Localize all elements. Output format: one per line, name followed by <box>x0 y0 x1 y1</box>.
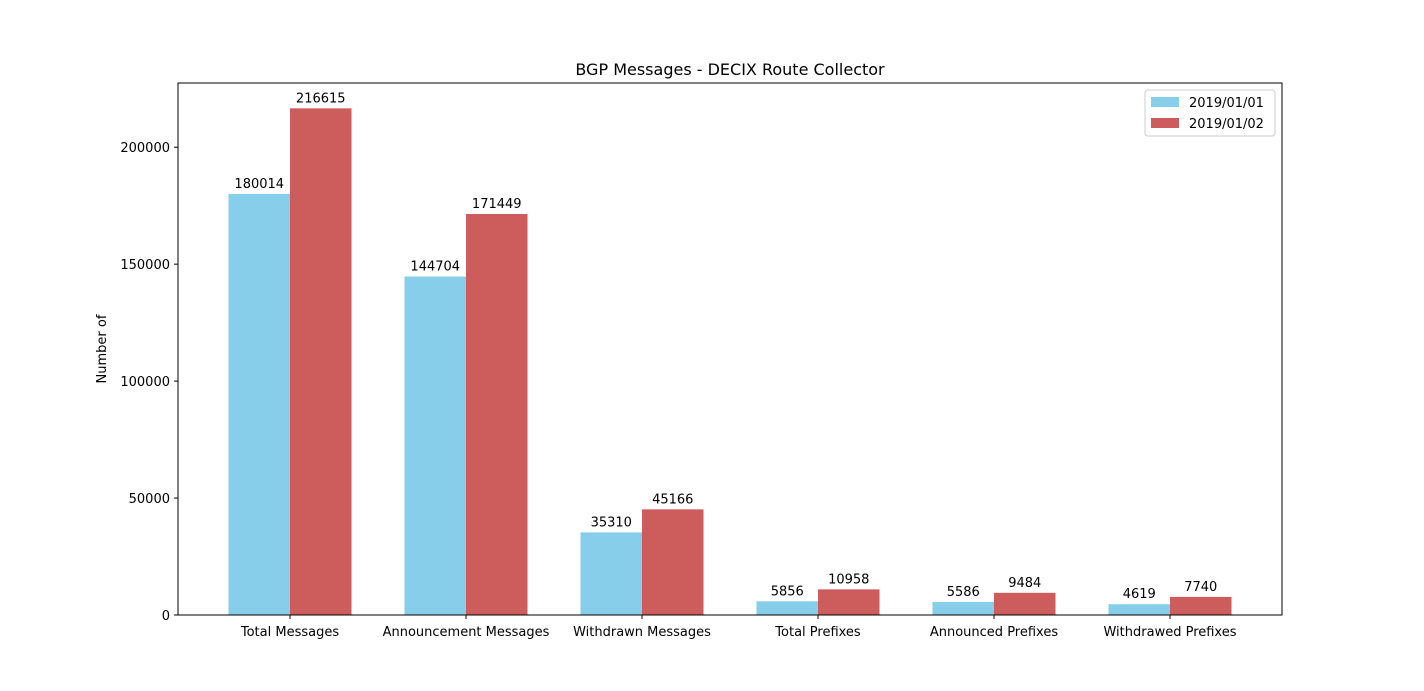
axes-frame <box>177 82 1283 616</box>
bar-2019-01-01-2 <box>580 532 642 615</box>
data-label: 180014 <box>234 177 284 192</box>
legend-entry: 2019/01/02 <box>1189 117 1264 132</box>
legend-swatch <box>1151 97 1179 107</box>
plot-area: 180014 144704 35310 5856 5586 4619 216615 17144… <box>120 82 1283 640</box>
legend: 2019/01/01 2019/01/02 <box>1144 89 1276 137</box>
x-tick-label: Announcement Messages <box>383 625 550 640</box>
x-tick-label: Total Messages <box>240 625 339 640</box>
data-label: 5586 <box>947 585 980 600</box>
bar-2019-01-02-2 <box>642 509 704 615</box>
bar-2019-01-01-3 <box>756 601 818 615</box>
bar-2019-01-01-4 <box>932 601 994 615</box>
data-label: 4619 <box>1123 587 1156 602</box>
data-label: 7740 <box>1184 580 1217 595</box>
y-tick-label: 150000 <box>120 258 170 273</box>
bar-2019-01-02-3 <box>818 589 880 615</box>
bar-2019-01-02-0 <box>290 108 352 615</box>
bar-2019-01-02-1 <box>466 213 528 616</box>
data-label: 5856 <box>771 584 804 599</box>
y-tick-label: 100000 <box>120 375 170 390</box>
x-tick-label: Announced Prefixes <box>930 625 1058 640</box>
data-label: 45166 <box>652 492 693 507</box>
bar-2019-01-02-4 <box>994 592 1056 615</box>
x-tick-label: Withdrawed Prefixes <box>1103 625 1236 640</box>
chart-title: BGP Messages - DECIX Route Collector <box>575 60 885 79</box>
bar-2019-01-01-1 <box>404 276 466 615</box>
y-tick-label: 50000 <box>129 492 170 507</box>
bar-2019-01-02-5 <box>1170 596 1232 615</box>
legend-swatch <box>1151 118 1179 128</box>
data-label: 9484 <box>1008 576 1041 591</box>
y-tick-label: 0 <box>162 609 170 624</box>
bar-2019-01-01-5 <box>1108 604 1170 615</box>
legend-entry: 2019/01/01 <box>1189 96 1264 111</box>
bar-2019-01-01-0 <box>228 193 290 615</box>
y-axis-label: Number of <box>95 314 110 383</box>
data-label: 144704 <box>410 260 460 275</box>
data-label: 216615 <box>296 91 346 106</box>
data-label: 10958 <box>828 572 869 587</box>
x-tick-label: Withdrawn Messages <box>573 625 711 640</box>
x-tick-label: Total Prefixes <box>774 625 861 640</box>
data-label: 35310 <box>591 515 632 530</box>
data-label: 171449 <box>472 197 522 212</box>
y-tick-label: 200000 <box>120 141 170 156</box>
